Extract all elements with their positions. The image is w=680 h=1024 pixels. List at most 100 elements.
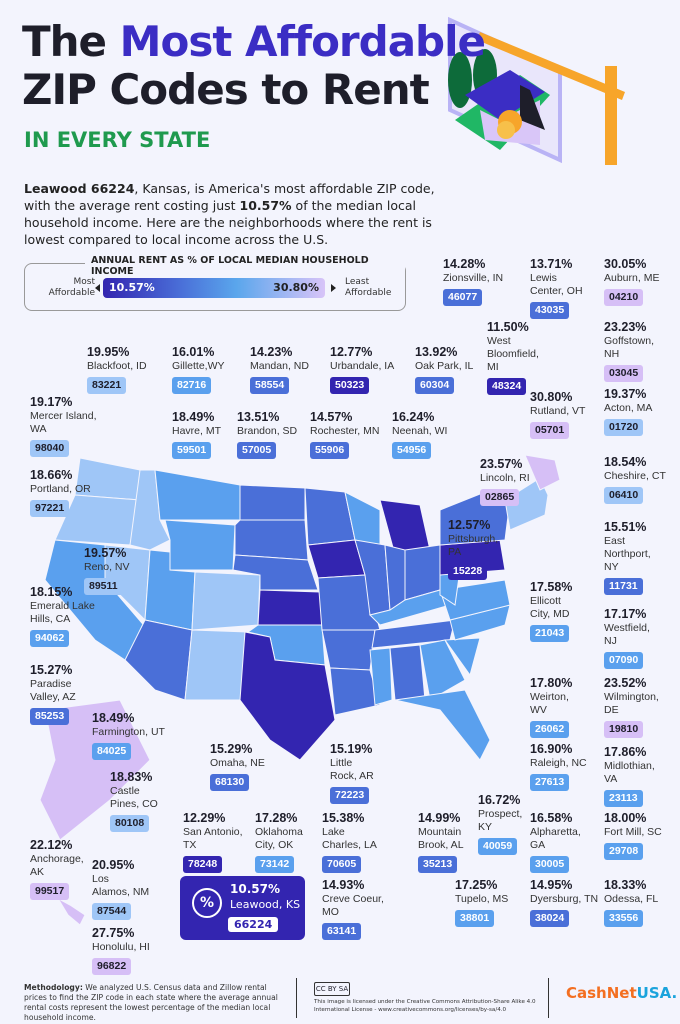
state-label: 30.05% Auburn, ME 04210 (604, 257, 659, 306)
state-label: 23.52% Wilmington, DE 19810 (604, 676, 659, 738)
state-place: East Northport, NY (604, 535, 651, 573)
featured-pct: 10.57% (230, 882, 280, 896)
state-label: 17.17% Westfield, NJ 07090 (604, 607, 650, 669)
state-place: West Bloomfield, MI (487, 335, 539, 373)
intro-segment: of the median local household income. He… (24, 198, 432, 247)
zip-badge: 55906 (310, 442, 350, 459)
state-pct: 27.75% (92, 926, 135, 940)
state-label: 17.86% Midlothian, VA 23113 (604, 745, 655, 807)
intro-text: Leawood 66224, Kansas, is America's most… (24, 180, 444, 248)
state-label: 18.83% Castle Pines, CO 80108 (110, 770, 158, 832)
arrow-left-icon (95, 284, 100, 292)
state-place: Gillette,WY (172, 360, 225, 372)
state-place: Portland, OR (30, 483, 91, 495)
state-label: 16.01% Gillette,WY 82716 (172, 345, 225, 394)
zip-badge: 72223 (330, 787, 370, 804)
legend-gradient-bar: 10.57% 30.80% (103, 278, 325, 298)
state-place: Havre, MT (172, 425, 222, 437)
footer: Methodology: We analyzed U.S. Census dat… (0, 978, 680, 1024)
state-shape-fl (394, 689, 491, 761)
state-label: 19.37% Acton, MA 01720 (604, 387, 652, 436)
state-pct: 11.50% (487, 320, 529, 334)
state-place: San Antonio, TX (183, 826, 243, 851)
legend-most-affordable: Most Affordable (48, 277, 95, 298)
state-place: Mercer Island, WA (30, 410, 97, 435)
state-label: 13.71% Lewis Center, OH 43035 (530, 257, 583, 319)
state-place: Weirton, WV (530, 691, 569, 716)
state-place: Little Rock, AR (330, 757, 374, 782)
state-label: 18.54% Cheshire, CT 06410 (604, 455, 666, 504)
zip-badge: 84025 (92, 743, 132, 760)
state-place: Neenah, WI (392, 425, 448, 437)
state-pct: 19.17% (30, 395, 73, 409)
legend-least-affordable: Least Affordable (345, 277, 392, 298)
state-label: 13.51% Brandon, SD 57005 (237, 410, 297, 459)
methodology-label: Methodology: (24, 983, 83, 992)
state-place: Tupelo, MS (455, 893, 509, 905)
title-accent: Most Affordable (119, 17, 486, 66)
state-pct: 15.27% (30, 663, 73, 677)
license-text: This image is licensed under the Creativ… (314, 999, 536, 1013)
subtitle: IN EVERY STATE (24, 128, 211, 152)
state-place: Oklahoma City, OK (255, 826, 303, 851)
state-place: Emerald Lake Hills, CA (30, 600, 95, 625)
state-pct: 17.80% (530, 676, 573, 690)
state-place: Oak Park, IL (415, 360, 474, 372)
state-shape-mt (154, 469, 241, 521)
state-pct: 16.01% (172, 345, 215, 359)
state-label: 16.58% Alpharetta, GA 30005 (530, 811, 581, 873)
methodology: Methodology: We analyzed U.S. Census dat… (24, 983, 279, 1023)
state-shape-nd (239, 484, 306, 521)
state-place: Brandon, SD (237, 425, 298, 437)
state-place: Midlothian, VA (604, 760, 655, 785)
state-label: 15.51% East Northport, NY 11731 (604, 520, 651, 595)
state-place: Raleigh, NC (530, 757, 587, 769)
zip-badge: 59501 (172, 442, 212, 459)
state-place: Mandan, ND (250, 360, 309, 372)
cc-license-badge: CC BY SA (314, 982, 350, 996)
state-label: 18.49% Havre, MT 59501 (172, 410, 221, 459)
state-shape-wy (164, 519, 236, 571)
intro-segment: , Kansas, is America's most affordable Z… (24, 181, 435, 213)
state-pct: 18.15% (30, 585, 73, 599)
zip-badge: 82716 (172, 377, 212, 394)
state-shape-ms (369, 647, 393, 706)
state-pct: 16.24% (392, 410, 435, 424)
state-label: 17.28% Oklahoma City, OK 73142 (255, 811, 303, 873)
divider (548, 978, 549, 1018)
featured-place: Leawood, KS (230, 898, 301, 911)
state-place: Zionsville, IN (443, 272, 504, 284)
state-pct: 20.95% (92, 858, 135, 872)
legend-min: 10.57% (109, 281, 155, 294)
zip-badge: 46077 (443, 289, 483, 306)
state-pct: 19.37% (604, 387, 647, 401)
state-shape-nm (184, 629, 249, 701)
zip-badge: 80108 (110, 815, 150, 832)
zip-badge: 03045 (604, 365, 644, 382)
title-line-2: ZIP Codes to Rent (22, 65, 430, 114)
state-label: 16.90% Raleigh, NC 27613 (530, 742, 587, 791)
state-place: Lincoln, RI (480, 472, 530, 484)
state-place: Rochester, MN (310, 425, 380, 437)
state-shape-tx (239, 631, 336, 761)
zip-badge: 40059 (478, 838, 518, 855)
state-place: Pittsburgh, PA (448, 533, 499, 558)
zip-badge: 50323 (330, 377, 370, 394)
state-place: Reno, NV (84, 561, 130, 573)
state-place: Goffstown, NH (604, 335, 654, 360)
state-shape-ga (419, 639, 466, 701)
featured-leawood-box: % 10.57% Leawood, KS 66224 (180, 876, 305, 940)
zip-badge: 85253 (30, 708, 70, 725)
zip-badge: 06410 (604, 487, 644, 504)
state-pct: 15.19% (330, 742, 373, 756)
zip-badge: 97221 (30, 500, 70, 517)
state-label: 14.95% Dyersburg, TN 38024 (530, 878, 598, 927)
state-pct: 17.17% (604, 607, 647, 621)
legend-title: ANNUAL RENT AS % OF LOCAL MEDIAN HOUSEHO… (85, 255, 405, 277)
percent-icon: % (192, 888, 222, 918)
state-label: 15.29% Omaha, NE 68130 (210, 742, 265, 791)
zip-badge: 19810 (604, 721, 644, 738)
state-pct: 19.95% (87, 345, 130, 359)
state-pct: 18.66% (30, 468, 73, 482)
state-pct: 14.95% (530, 878, 573, 892)
